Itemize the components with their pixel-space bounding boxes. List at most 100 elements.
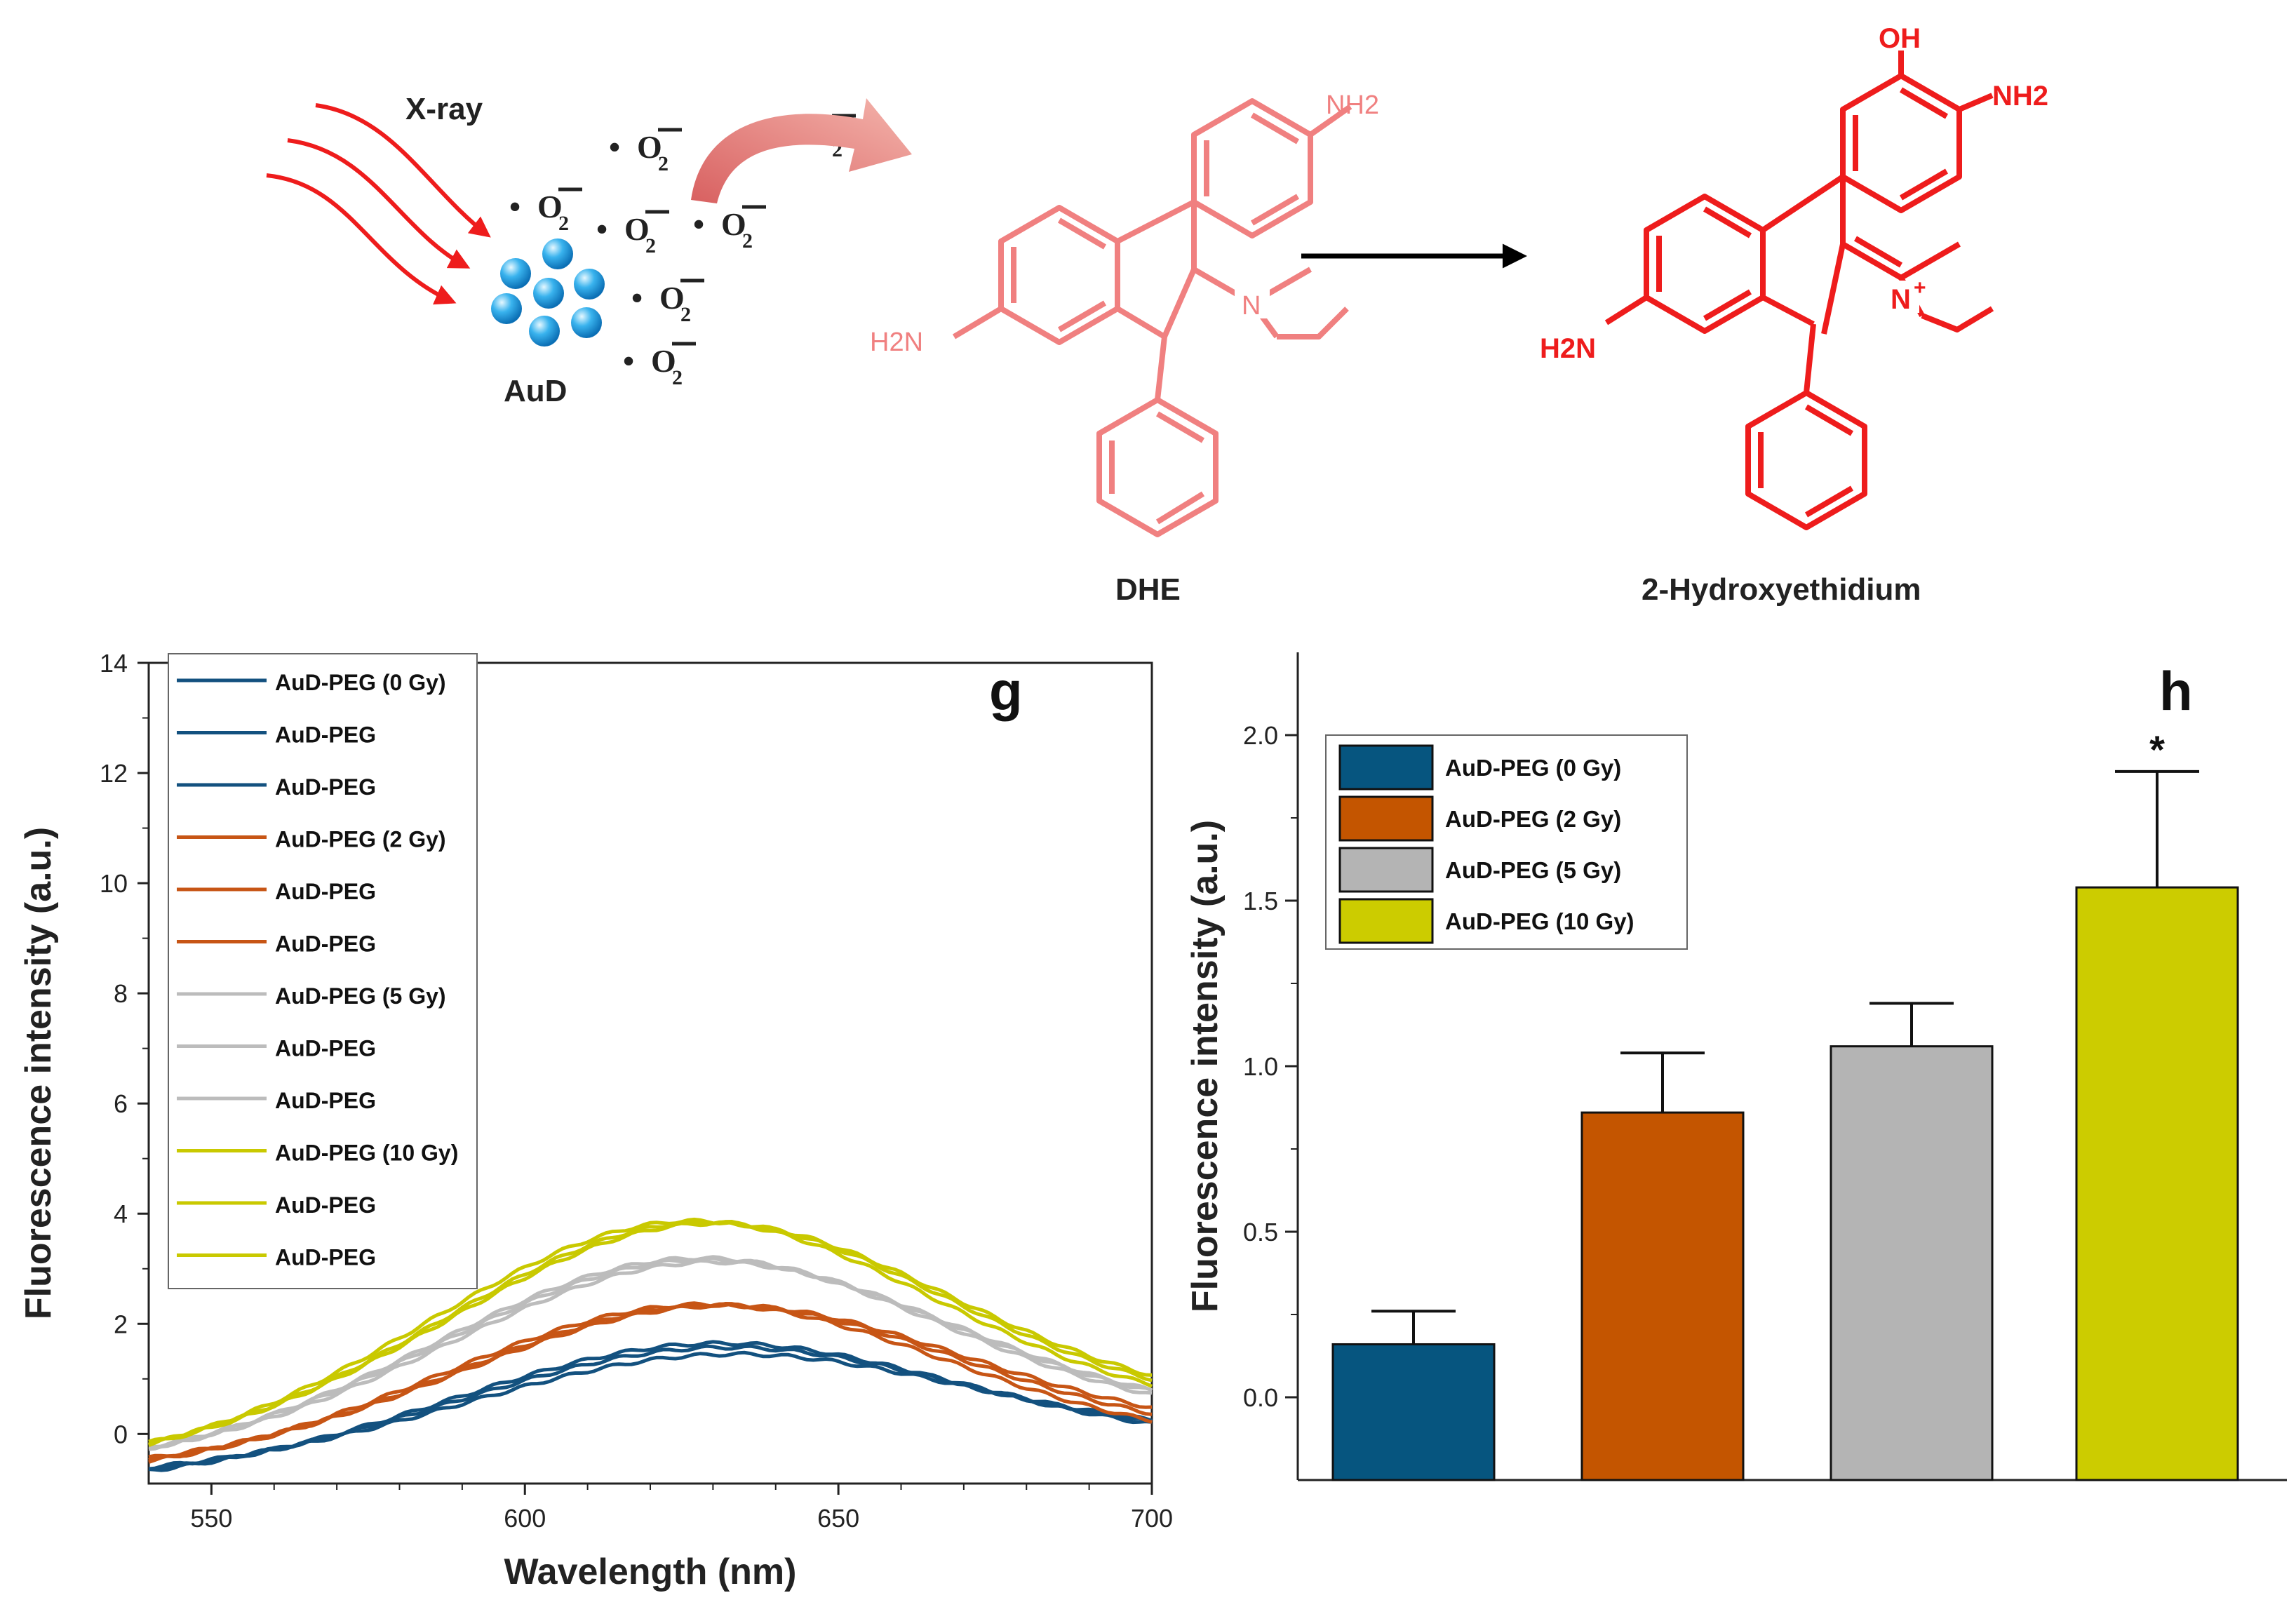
dhe-nh2: NH2 [1326, 90, 1379, 120]
radical-o: O [721, 206, 746, 242]
radical-dot: • [509, 189, 521, 224]
legend-entry: AuD-PEG (5 Gy) [1445, 857, 1621, 883]
series-line [148, 1302, 1153, 1459]
legend-entry: AuD-PEG (10 Gy) [275, 1141, 458, 1166]
aud-sphere [491, 293, 522, 324]
aud-sphere [574, 269, 605, 300]
product-plus: + [1914, 276, 1926, 300]
y-axis: 0.0 0.5 1.0 1.5 2.0 [1243, 721, 1298, 1412]
y-tick-label: 10 [100, 869, 128, 898]
xray-arrow [287, 138, 471, 269]
legend: AuD-PEG (0 Gy) AuD-PEG (2 Gy) AuD-PEG (5 G… [1338, 744, 1634, 944]
bar [1580, 1111, 1745, 1481]
x-tick-label: 600 [504, 1504, 546, 1533]
bar [2075, 886, 2239, 1481]
y-tick-label: 8 [114, 979, 128, 1008]
x-axis-label: Wavelength (nm) [504, 1552, 797, 1592]
superoxide-radical: • O 2 [693, 205, 766, 253]
aud-label: AuD [504, 374, 567, 408]
superoxide-radical: • O 2 [631, 278, 704, 326]
aud-sphere [533, 278, 564, 309]
radical-dot: • [623, 343, 634, 379]
radical-sub: 2 [680, 303, 691, 326]
xray-arrow [315, 103, 491, 238]
panel-h: 0.0 0.5 1.0 1.5 2.0 * h Fluorescence intensi… [1185, 652, 2287, 1481]
legend: AuD-PEG (0 Gy) AuD-PEG AuD-PEG AuD-PEG (2 G… [177, 670, 458, 1270]
superoxide-radical: • O 2 [609, 128, 682, 175]
product-labels: OH NH2 H2N N + [1540, 23, 2048, 364]
significance-marker: * [2149, 727, 2165, 772]
product-molecule [1604, 51, 1994, 530]
y-tick-label: 1.5 [1243, 887, 1278, 915]
dhe-h2n: H2N [870, 328, 923, 357]
aud-sphere [529, 316, 560, 347]
series-line [148, 1344, 1153, 1472]
series-line [148, 1301, 1153, 1464]
y-tick-label: 6 [114, 1089, 128, 1118]
radical-sub: 2 [658, 152, 669, 175]
radical-dot: • [596, 211, 607, 247]
series-line [148, 1217, 1153, 1448]
y-tick-label: 4 [114, 1199, 128, 1228]
legend-entry: AuD-PEG (2 Gy) [1445, 806, 1621, 832]
y-tick-label: 1.0 [1243, 1052, 1278, 1081]
legend-entry: AuD-PEG [275, 932, 376, 957]
legend-entry: AuD-PEG [275, 1245, 376, 1270]
series-line [148, 1220, 1153, 1444]
dhe-n: N [1242, 291, 1261, 321]
series-line [148, 1301, 1153, 1462]
legend-entry: AuD-PEG (10 Gy) [1445, 908, 1634, 934]
superoxide-radical: • O 2 [623, 342, 696, 389]
product-n: N [1891, 284, 1911, 315]
y-tick-label: 12 [100, 759, 128, 788]
legend-swatch [1338, 744, 1434, 791]
legend-entry: AuD-PEG (2 Gy) [275, 827, 446, 852]
radical-o: O [537, 189, 563, 224]
aud-sphere [571, 307, 602, 338]
radical-o: O [624, 211, 650, 247]
y-tick-label: 0 [114, 1420, 128, 1448]
legend-entry: AuD-PEG [275, 1192, 376, 1218]
y-tick-label: 2 [114, 1310, 128, 1338]
xray-arrow [266, 173, 457, 305]
radical-dot: • [631, 280, 643, 316]
radical-dot: • [609, 129, 620, 165]
dhe-labels: NH2 H2N N [870, 90, 1379, 357]
y-axis-label: Fluorescence intensity (a.u.) [18, 827, 59, 1319]
radical-sub: 2 [742, 229, 753, 253]
superoxide-radical: • O 2 [509, 187, 582, 235]
aud-sphere [542, 238, 573, 269]
legend-swatch [1338, 898, 1434, 944]
aud-nanoparticles [491, 238, 605, 347]
legend-entry: AuD-PEG (0 Gy) [1445, 755, 1621, 781]
bar [1331, 1343, 1496, 1481]
y-tick-label: 14 [100, 649, 128, 678]
y-tick-label: 0.5 [1243, 1218, 1278, 1246]
y-tick-label: 0.0 [1243, 1383, 1278, 1412]
legend-entry: AuD-PEG [275, 722, 376, 748]
radical-o: O [659, 280, 685, 316]
legend-entry: AuD-PEG (0 Gy) [275, 670, 446, 695]
bar [1830, 1045, 1994, 1481]
xray-arrows [266, 103, 491, 305]
legend-frame [168, 653, 478, 1289]
radical-sub: 2 [558, 212, 569, 235]
legend-swatch [1338, 847, 1434, 893]
panel-label-h: h [2159, 660, 2193, 722]
product-oh: OH [1879, 23, 1921, 54]
radical-dot: • [693, 206, 704, 242]
product-nh2: NH2 [1992, 81, 2048, 112]
y-axis-label: Fluorescence intensity (a.u.) [1185, 820, 1226, 1312]
x-tick-label: 550 [190, 1504, 232, 1533]
product-h2n: H2N [1540, 333, 1596, 364]
radical-sub: 2 [645, 234, 656, 257]
aud-sphere [500, 258, 531, 289]
series-line [148, 1350, 1153, 1471]
legend-entry: AuD-PEG [275, 1088, 376, 1113]
legend-entry: AuD-PEG [275, 774, 376, 800]
radical-o: O [651, 343, 676, 379]
radical-o: O [637, 129, 662, 165]
dhe-label: DHE [1115, 572, 1181, 607]
series-line [148, 1258, 1153, 1451]
